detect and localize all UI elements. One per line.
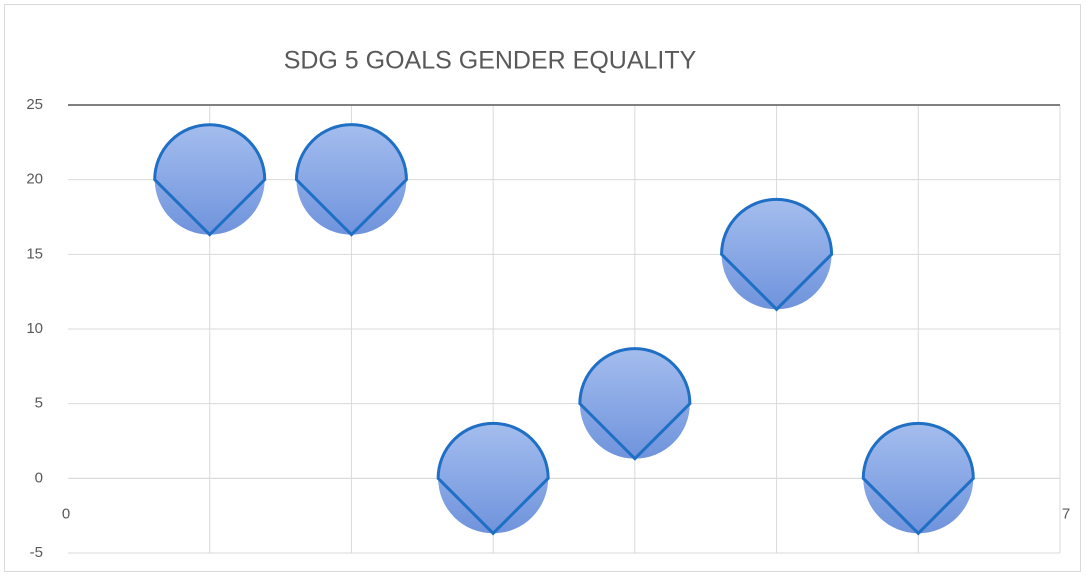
bubble [436, 421, 550, 536]
bubble [578, 347, 692, 461]
y-tick-label: -5 [30, 544, 43, 561]
chart-title: SDG 5 GOALS GENDER EQUALITY [284, 47, 697, 75]
y-tick-label: 0 [35, 469, 43, 486]
bubble [153, 123, 267, 237]
y-tick-label: 20 [26, 171, 43, 188]
x-tick-label: 7 [1062, 505, 1070, 522]
y-tick-label: 10 [26, 320, 43, 337]
y-tick-label: 5 [35, 395, 43, 412]
x-tick-label: 0 [62, 505, 70, 522]
y-tick-label: 15 [26, 245, 43, 262]
bubble [861, 421, 975, 536]
bubble [720, 197, 834, 312]
y-tick-label: 25 [26, 96, 43, 113]
bubble [294, 123, 408, 237]
